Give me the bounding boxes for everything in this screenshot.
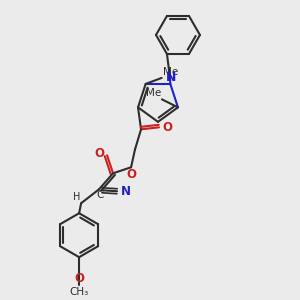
- Text: Me: Me: [146, 88, 161, 98]
- Text: N: N: [166, 71, 176, 84]
- Text: C: C: [96, 190, 104, 200]
- Text: N: N: [121, 185, 131, 198]
- Text: O: O: [94, 147, 104, 160]
- Text: H: H: [73, 192, 80, 202]
- Text: Me: Me: [163, 67, 178, 77]
- Text: O: O: [162, 121, 172, 134]
- Text: O: O: [74, 272, 84, 285]
- Text: CH₃: CH₃: [70, 287, 89, 297]
- Text: O: O: [126, 168, 136, 181]
